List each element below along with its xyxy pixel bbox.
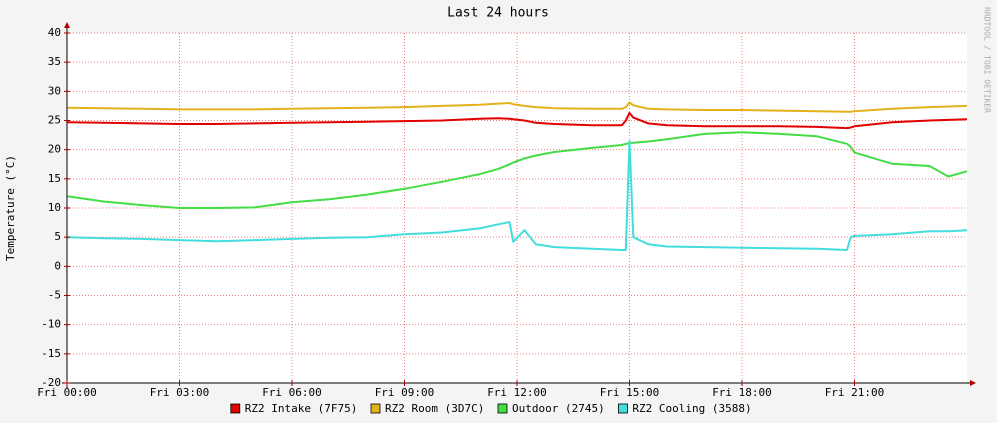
y-tick-label: -10 (41, 318, 61, 331)
series-line (66, 101, 968, 113)
y-tick-label: 35 (48, 55, 61, 68)
y-tick-label: 20 (48, 143, 61, 156)
legend-label: Outdoor (2745) (512, 402, 605, 415)
y-tick-label: 10 (48, 201, 61, 214)
grid (66, 32, 967, 384)
watermark: RRDTOOL / TOBI OETIKER (983, 7, 992, 113)
x-tick-label: Fri 06:00 (262, 386, 322, 399)
series-line (66, 131, 968, 209)
y-tick-label: 15 (48, 172, 61, 185)
legend-label: RZ2 Room (3D7C) (385, 402, 484, 415)
series-line (66, 111, 968, 130)
x-tick-label: Fri 18:00 (712, 386, 772, 399)
y-tick-label: -5 (48, 289, 61, 302)
series-lines (66, 101, 968, 251)
y-tick-label: 5 (54, 230, 61, 243)
x-tick-label: Fri 09:00 (375, 386, 435, 399)
legend-swatch (230, 403, 241, 414)
legend-label: RZ2 Cooling (3588) (632, 402, 751, 415)
legend-swatch (497, 403, 508, 414)
y-tick-label: -15 (41, 347, 61, 360)
legend: RZ2 Intake (7F75) RZ2 Room (3D7C) Outdoor … (230, 402, 752, 415)
y-tick-label: 30 (48, 84, 61, 97)
series-line (66, 139, 968, 251)
legend-swatch (618, 403, 628, 414)
x-tick-label: Fri 15:00 (600, 386, 660, 399)
legend-swatch (370, 403, 381, 414)
y-arrow (64, 22, 70, 28)
y-tick-label: -20 (41, 376, 61, 389)
y-tick-label: 25 (48, 114, 61, 127)
x-arrow (970, 380, 976, 386)
x-tick-label: Fri 00:00 (37, 386, 97, 399)
x-tick-label: Fri 03:00 (150, 386, 210, 399)
axis-labels: -20 -15 -10 -5 0 5 10 15 20 25 30 35 40 Fri 00:00 Fri … (37, 26, 884, 399)
legend-label: RZ2 Intake (7F75) (245, 402, 358, 415)
chart-title: Last 24 hours (447, 6, 549, 21)
y-tick-label: 0 (54, 259, 61, 272)
x-tick-label: Fri 12:00 (487, 386, 547, 399)
y-axis-label: Temperature (°C) (4, 155, 17, 261)
x-tick-label: Fri 21:00 (825, 386, 885, 399)
y-tick-label: 40 (48, 26, 61, 39)
